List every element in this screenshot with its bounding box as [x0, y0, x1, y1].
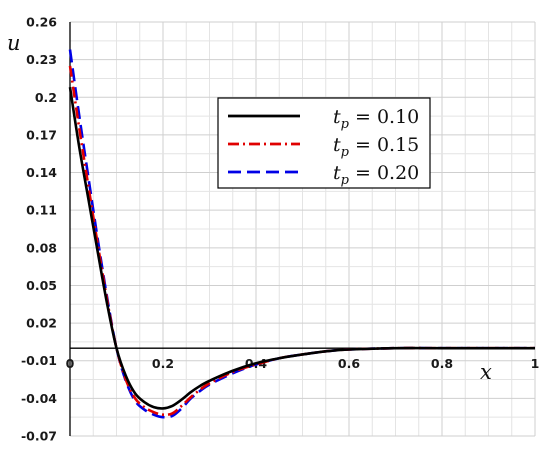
y-tick-label: 0.08 — [26, 240, 57, 255]
y-tick-label: 0.05 — [26, 278, 57, 293]
x-tick-label: 0.6 — [338, 356, 360, 371]
x-tick-label: 0.2 — [152, 356, 174, 371]
y-tick-label: -0.01 — [21, 353, 57, 368]
y-axis-label: u — [7, 31, 21, 55]
y-tick-label: 0.26 — [26, 15, 57, 30]
x-tick-label: 0 — [66, 356, 75, 371]
legend-label: tp = 0.20 — [333, 162, 419, 188]
x-tick-label: 1 — [531, 356, 540, 371]
y-tick-labels: 0.26 0.23 0.2 0.17 0.14 0.11 0.08 0.05 0.02 -0.01… — [21, 15, 57, 444]
grid — [69, 21, 536, 437]
legend-label: tp = 0.15 — [333, 134, 419, 160]
x-axis-label: x — [480, 360, 492, 384]
y-tick-label: 0.17 — [26, 127, 57, 142]
y-tick-label: -0.04 — [21, 391, 57, 406]
x-tick-label: 0.8 — [431, 356, 453, 371]
legend-label: tp = 0.10 — [333, 106, 419, 132]
y-tick-label: 0.11 — [26, 203, 57, 218]
y-tick-label: 0.2 — [35, 90, 57, 105]
series-lines — [68, 49, 535, 419]
y-tick-label: 0.23 — [26, 52, 57, 67]
series-line-0 — [68, 87, 535, 410]
y-tick-label: -0.07 — [21, 429, 57, 444]
y-tick-label: 0.02 — [26, 316, 57, 331]
y-tick-label: 0.14 — [26, 165, 57, 180]
